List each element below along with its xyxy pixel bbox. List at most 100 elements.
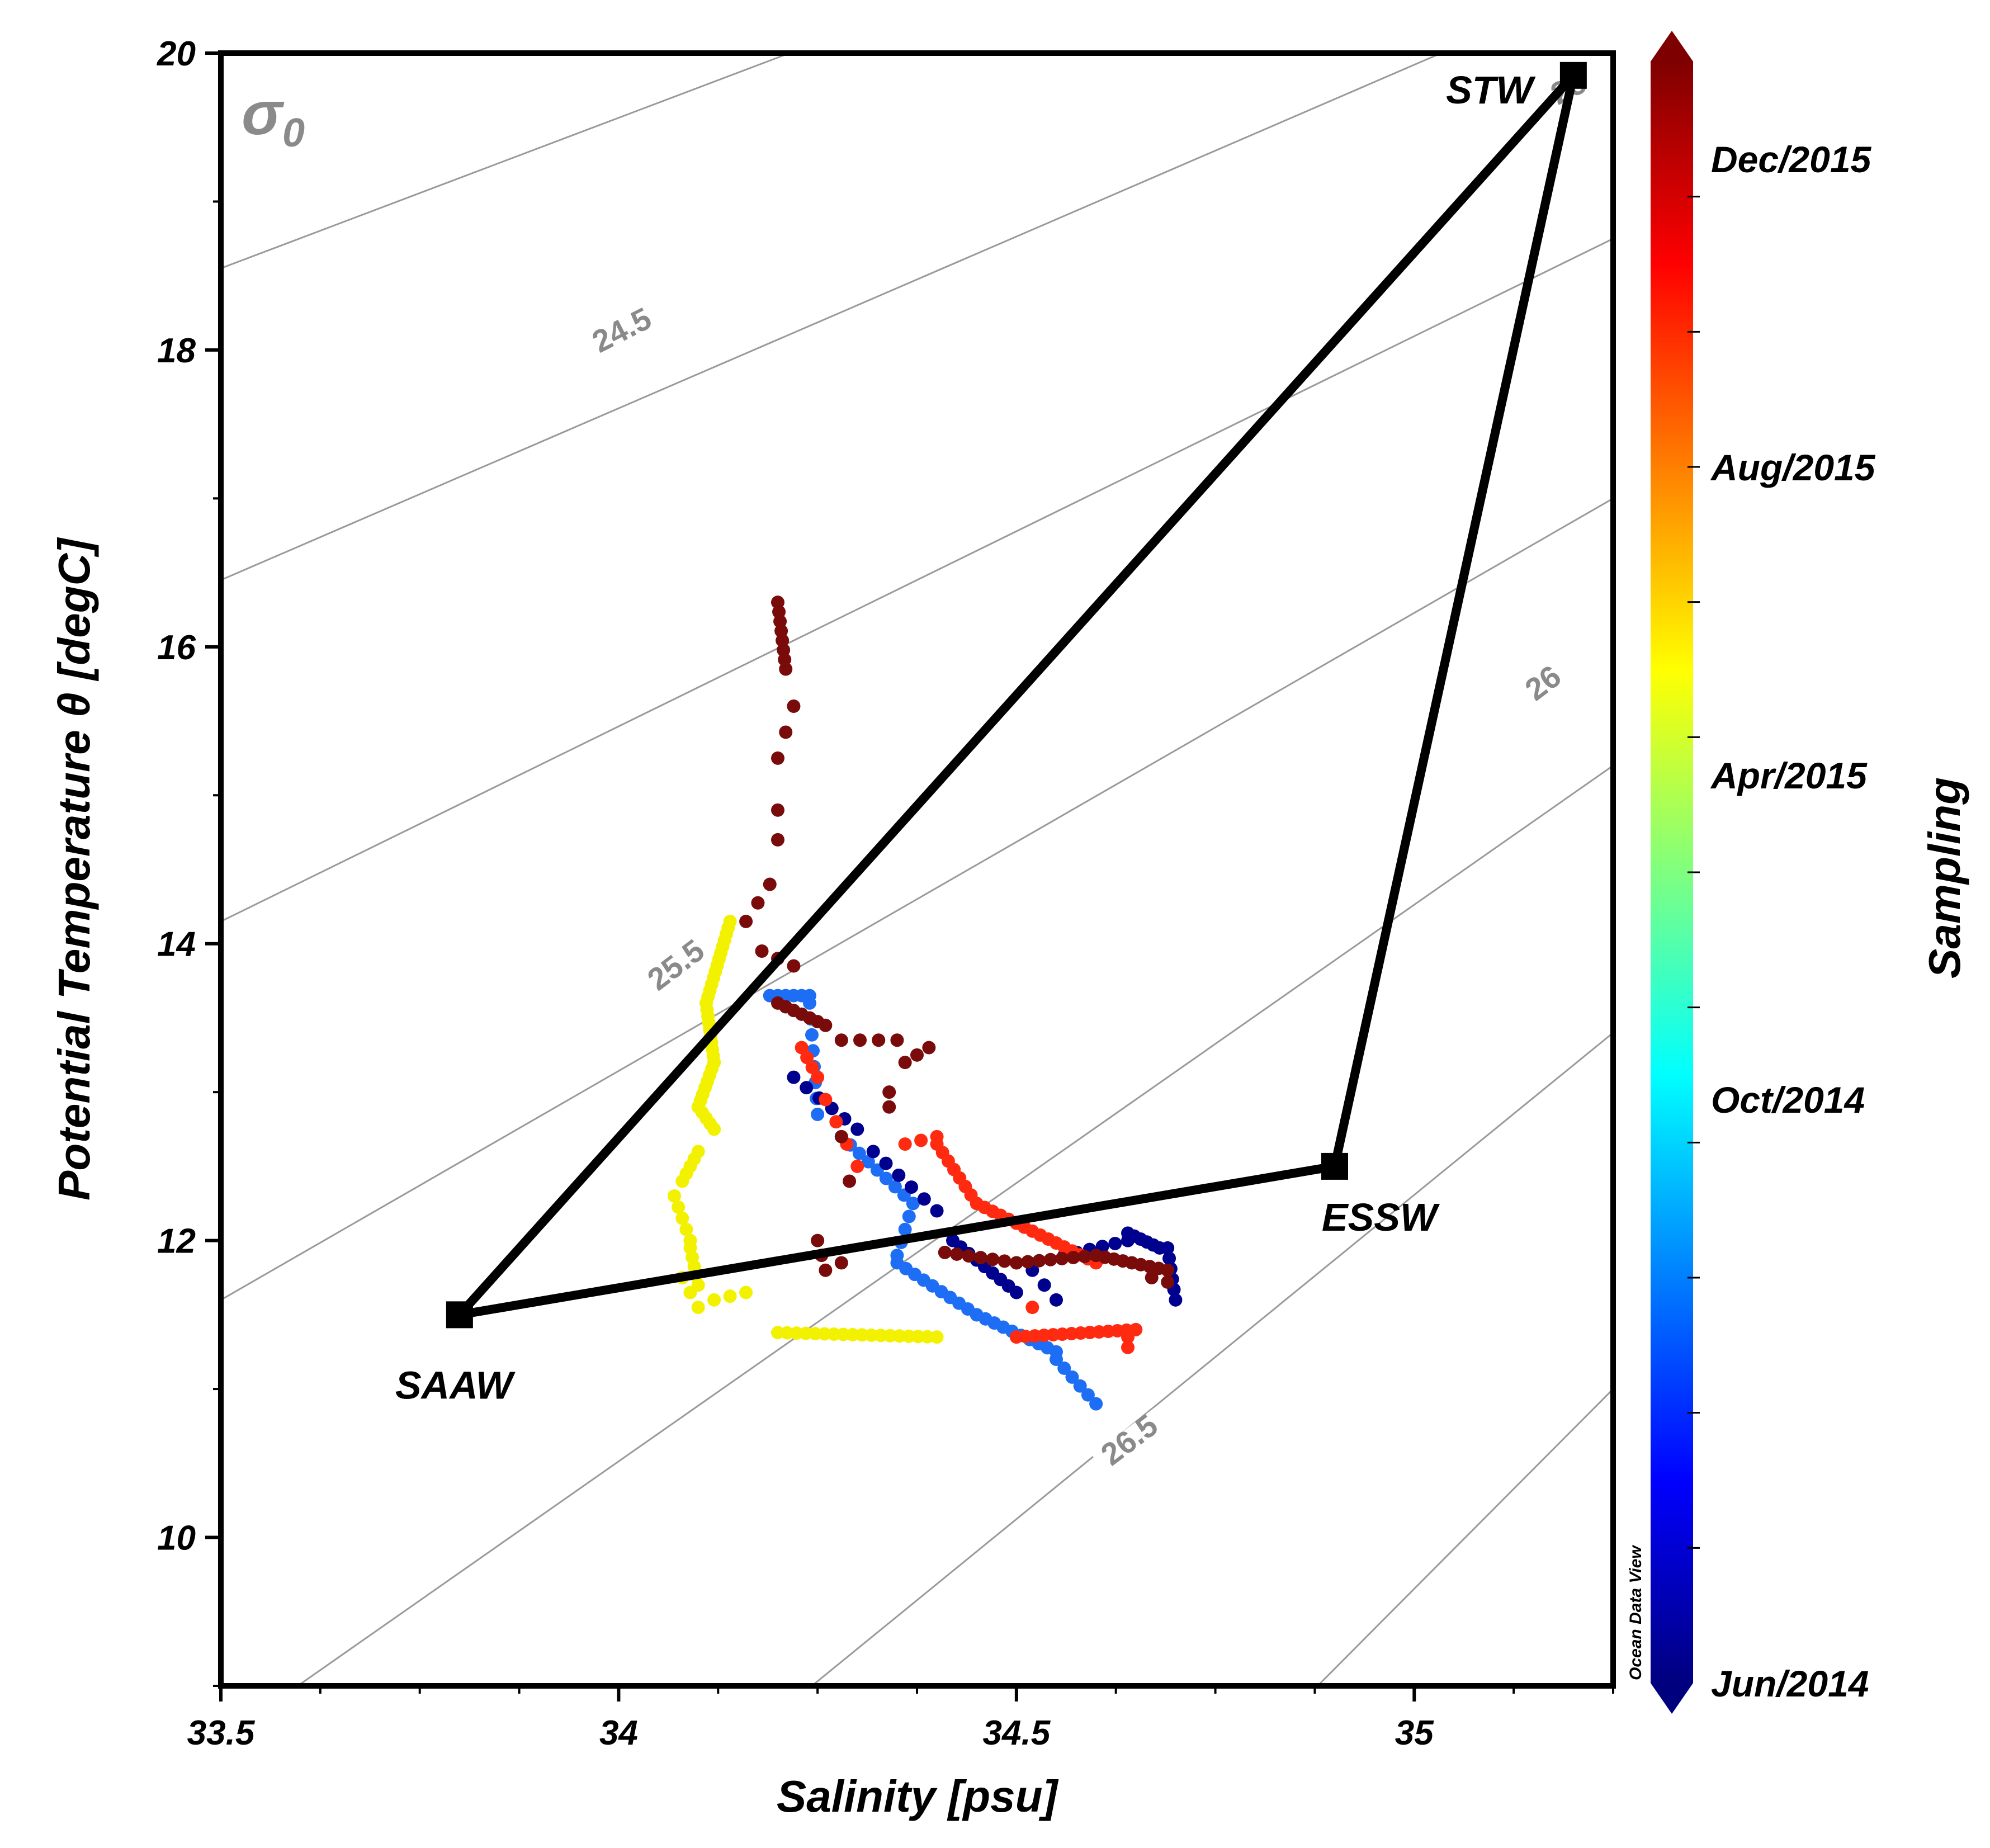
data-point — [872, 1033, 886, 1047]
data-point — [890, 1033, 904, 1047]
isopycnal-line-6 — [810, 1032, 1613, 1686]
label-essw: ESSW — [1322, 1195, 1440, 1239]
data-point — [780, 1326, 794, 1340]
data-point — [1145, 1271, 1159, 1284]
data-point — [845, 1327, 859, 1341]
data-point — [850, 1122, 864, 1136]
data-point — [675, 1174, 689, 1188]
data-point — [1121, 1330, 1135, 1344]
data-point — [811, 1070, 825, 1084]
data-point — [790, 1326, 803, 1340]
isopycnal-line-2 — [221, 53, 1444, 581]
data-point — [874, 1329, 888, 1343]
data-point — [827, 1327, 841, 1341]
data-point — [819, 1018, 833, 1032]
isopycnal-line-4 — [221, 498, 1613, 1301]
isopycnal-label-bg-5 — [1091, 1407, 1174, 1480]
density-symbol: σ0 — [242, 79, 305, 155]
data-point — [808, 1327, 822, 1341]
data-point — [962, 1249, 976, 1263]
data-point — [930, 1204, 944, 1218]
data-point — [883, 1329, 897, 1343]
colorbar-title: Sampling — [1920, 777, 1969, 979]
marker-saaw — [446, 1301, 473, 1329]
plot-frame — [218, 50, 1616, 1689]
data-point — [779, 662, 793, 676]
data-point — [850, 1159, 864, 1173]
data-point — [922, 1041, 936, 1055]
data-point — [819, 1093, 833, 1107]
data-point — [834, 1033, 848, 1047]
data-point — [771, 803, 784, 817]
data-point — [879, 1156, 893, 1170]
data-point — [861, 1155, 875, 1169]
data-point — [973, 1251, 987, 1265]
data-point — [938, 1245, 952, 1259]
data-point — [950, 1247, 964, 1261]
colorbar — [1651, 31, 1700, 1714]
data-point — [892, 1329, 906, 1343]
data-point — [1050, 1353, 1063, 1366]
label-saaw: SAAW — [395, 1363, 516, 1407]
data-point — [829, 1115, 843, 1129]
y-tick-label: 10 — [157, 1519, 196, 1558]
data-point — [1009, 1256, 1023, 1270]
data-point — [1065, 1370, 1079, 1384]
data-point — [802, 996, 816, 1010]
y-tick-label: 12 — [157, 1222, 196, 1261]
data-point — [911, 1330, 925, 1344]
data-point — [779, 725, 793, 739]
data-point — [882, 1100, 896, 1114]
data-point — [836, 1327, 850, 1341]
data-point — [1169, 1293, 1183, 1307]
data-point — [888, 1180, 902, 1194]
data-point — [739, 1285, 753, 1299]
colorbar-bottom-arrow — [1651, 1683, 1693, 1714]
data-point — [675, 1211, 689, 1225]
data-point — [1037, 1278, 1051, 1292]
data-point — [898, 1056, 912, 1070]
data-point — [914, 1133, 928, 1147]
data-point — [998, 1254, 1011, 1268]
data-point — [892, 1168, 906, 1182]
data-point — [917, 1192, 931, 1206]
y-tick-label: 16 — [157, 628, 196, 667]
series-dark-blue — [787, 1070, 1183, 1307]
marker-essw — [1321, 1152, 1348, 1180]
data-point — [683, 1285, 697, 1299]
data-point — [1050, 1293, 1063, 1307]
data-point — [795, 1041, 809, 1055]
data-point — [905, 1180, 919, 1194]
colorbar-top-arrow — [1651, 31, 1693, 62]
data-point — [864, 1328, 878, 1342]
isopycnal-line-1 — [221, 53, 792, 270]
colorbar-label: Aug/2015 — [1710, 447, 1876, 488]
data-point — [1073, 1379, 1087, 1393]
x-tick-label: 34.5 — [983, 1714, 1051, 1752]
ocean-data-view-credit: Ocean Data View — [1627, 1545, 1645, 1680]
x-tick-label: 33.5 — [187, 1714, 256, 1752]
data-point — [1057, 1361, 1071, 1375]
data-point — [1121, 1340, 1135, 1354]
isopycnal-line-3 — [221, 238, 1613, 923]
y-tick-label: 18 — [157, 332, 196, 370]
data-point — [898, 1222, 912, 1236]
isopycnal-label-bg-4 — [1505, 650, 1587, 723]
mixing-line-ESSW-STW — [1330, 70, 1578, 1171]
data-point — [853, 1033, 867, 1047]
data-point — [920, 1330, 934, 1344]
data-point — [1066, 1250, 1080, 1264]
data-point — [1021, 1255, 1035, 1269]
data-point — [855, 1328, 869, 1342]
mixing-line-STW-SAAW — [455, 70, 1578, 1320]
data-point — [679, 1222, 693, 1236]
colorbar-label: Apr/2015 — [1710, 755, 1868, 796]
colorbar-label: Jun/2014 — [1711, 1663, 1869, 1704]
x-axis-ticks: 33.5 34 34.5 35 — [187, 1686, 1614, 1752]
data-point — [707, 1293, 721, 1307]
label-stw: STW — [1446, 68, 1536, 112]
data-point — [805, 1060, 819, 1074]
isopycnal-label-bg-3 — [638, 933, 720, 1005]
